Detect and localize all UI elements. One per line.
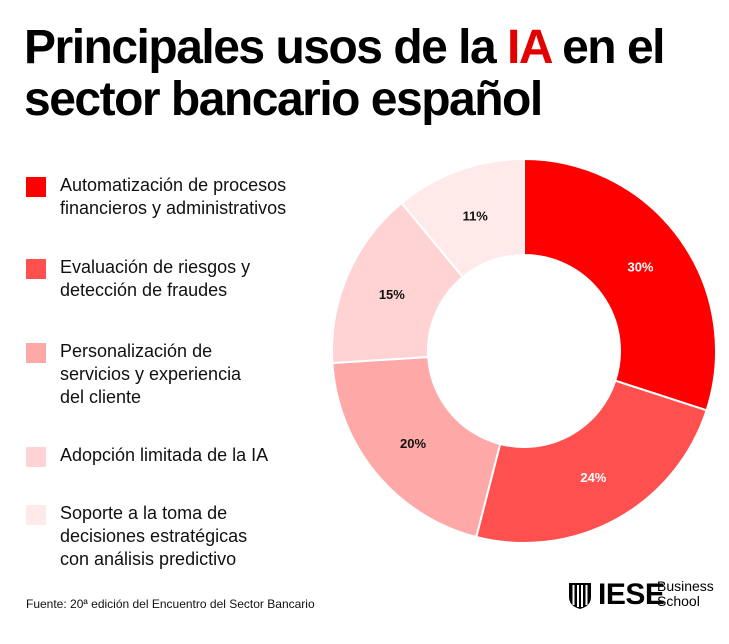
legend-label-line: Soporte a la toma de	[60, 503, 228, 523]
legend-label-line: Personalización de	[60, 341, 213, 361]
title-highlight: IA	[507, 21, 552, 74]
legend-swatch	[26, 447, 46, 467]
iese-shield-icon	[569, 583, 591, 609]
legend-label-line: financieros y administrativos	[60, 198, 287, 218]
donut-slice	[400, 157, 525, 279]
logo-sub-line-2: School	[657, 593, 700, 609]
donut-slice	[475, 379, 708, 544]
legend-label: Personalización de servicios y experienci…	[60, 340, 350, 409]
title-part-2: en el sector bancario español	[24, 21, 665, 126]
slice-value-label: 11%	[463, 209, 489, 224]
legend-label-line: Evaluación de riesgos y	[60, 257, 251, 277]
legend-swatch	[26, 177, 46, 197]
logo-sub-text: Business School	[657, 579, 714, 609]
iese-logo: IESE Business School	[568, 578, 718, 614]
source-note: Fuente: 20ª edición del Encuentro del Se…	[26, 597, 315, 611]
slice-value-label: 30%	[627, 259, 653, 274]
legend-label: Adopción limitada de la IA	[60, 444, 350, 467]
legend-label: Automatización de procesos financieros y …	[60, 174, 350, 220]
legend-label: Evaluación de riesgos y detección de frau…	[60, 256, 350, 302]
legend-label-line: servicios y experiencia	[60, 364, 242, 384]
donut-slice	[523, 157, 717, 412]
legend-label-line: detección de fraudes	[60, 280, 228, 300]
chart-title: Principales usos de la IA en el sector b…	[24, 22, 714, 126]
legend-label-line: Adopción limitada de la IA	[60, 445, 269, 465]
legend-label-line: Automatización de procesos	[60, 175, 287, 195]
legend-label: Soporte a la toma de decisiones estratégi…	[60, 502, 350, 571]
donut-chart: 30% 24% 20% 15% 11%	[331, 157, 717, 544]
legend-swatch	[26, 505, 46, 525]
title-part-1: Principales usos de la	[24, 21, 508, 74]
slice-value-label: 20%	[400, 436, 426, 451]
legend-swatch	[26, 343, 46, 363]
legend-swatch	[26, 259, 46, 279]
legend-label-line: del cliente	[60, 387, 142, 407]
legend-label-line: decisiones estratégicas	[60, 526, 248, 546]
logo-sub-line-1: Business	[657, 578, 714, 594]
logo-main-text: IESE	[598, 578, 665, 611]
legend-label-line: con análisis predictivo	[60, 549, 237, 569]
slice-value-label: 15%	[379, 287, 405, 302]
slice-value-label: 24%	[580, 470, 606, 485]
donut-slice	[331, 355, 502, 539]
